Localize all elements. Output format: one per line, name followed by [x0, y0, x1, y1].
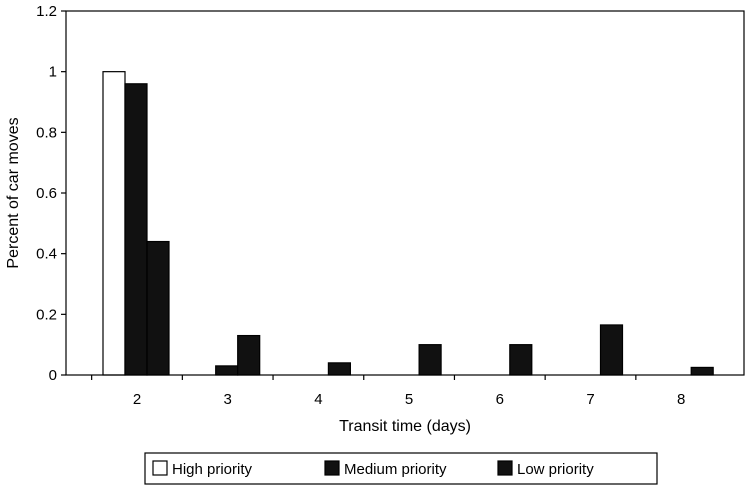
y-tick-label: 1.2 — [36, 3, 57, 20]
y-tick-label: 0.2 — [36, 306, 57, 323]
legend-swatch — [152, 460, 168, 476]
legend-frame — [144, 452, 658, 485]
x-tick-label: 2 — [133, 391, 141, 408]
y-tick-label: 0.6 — [36, 185, 57, 202]
x-tick-label: 6 — [496, 391, 504, 408]
bar-low-priority-6 — [509, 344, 533, 376]
y-axis-ticks: 0 0.2 0.4 0.6 0.8 1 1.2 — [36, 3, 66, 384]
legend-swatch — [497, 460, 513, 476]
y-tick-label: 1 — [49, 64, 57, 81]
bar-high-priority-2 — [102, 71, 126, 376]
x-tick-label: 3 — [224, 391, 232, 408]
x-tick-label: 5 — [405, 391, 413, 408]
bar-low-priority-5 — [418, 344, 442, 376]
y-tick-label: 0 — [49, 367, 57, 384]
legend-label: High priority — [172, 461, 253, 478]
y-axis-label: Percent of car moves — [5, 117, 22, 268]
y-tick-label: 0.4 — [36, 246, 57, 263]
bar-low-priority-7 — [599, 324, 624, 376]
legend-label: Medium priority — [344, 461, 447, 478]
x-tick-label: 8 — [677, 391, 685, 408]
x-tick-label: 4 — [314, 391, 322, 408]
legend-swatch — [324, 460, 340, 476]
bar-low-priority-3 — [237, 334, 261, 376]
x-axis-label: Transit time (days) — [339, 418, 471, 435]
plot-frame — [65, 10, 745, 376]
bar-low-priority-4 — [327, 362, 351, 376]
x-axis-ticks: 2 3 4 5 6 7 8 — [91, 375, 685, 408]
bar-medium-priority-3 — [215, 365, 239, 376]
bars — [102, 71, 714, 376]
bar-medium-priority-2 — [124, 83, 148, 376]
bar-low-priority-8 — [690, 366, 714, 376]
bar-low-priority-2 — [146, 240, 170, 376]
y-tick-label: 0.8 — [36, 124, 57, 141]
legend: High priority Medium priority Low priority — [144, 452, 658, 485]
legend-label: Low priority — [517, 461, 594, 478]
x-tick-label: 7 — [586, 391, 594, 408]
